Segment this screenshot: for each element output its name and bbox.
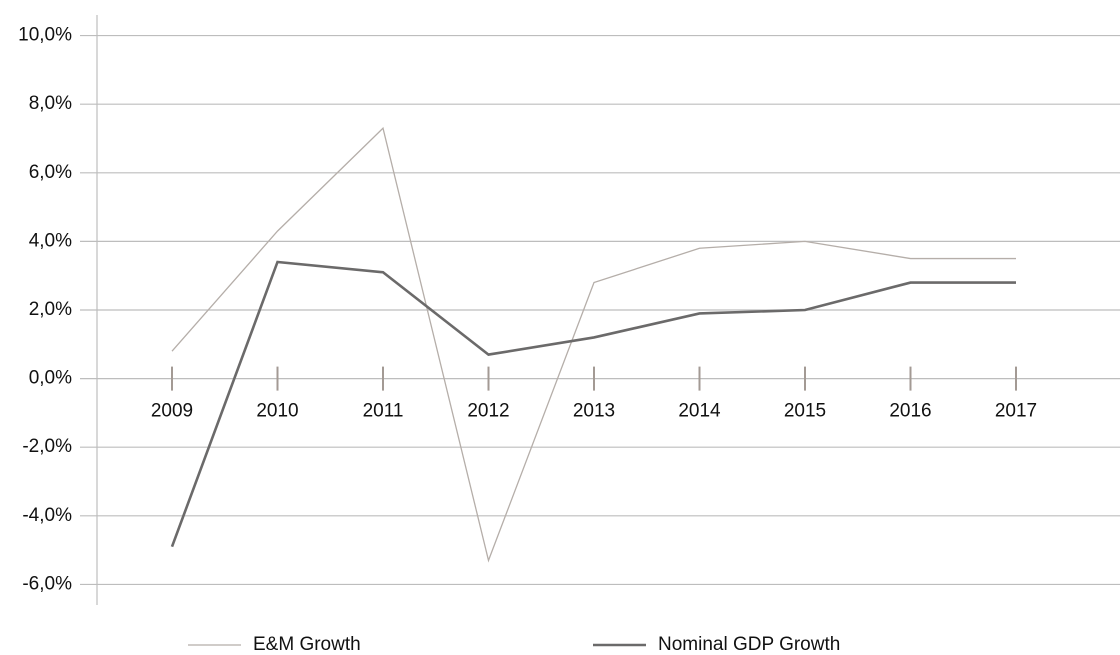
y-tick-label: 2,0% — [29, 299, 72, 320]
x-tick-label: 2009 — [151, 401, 193, 422]
x-tick-label: 2011 — [363, 401, 404, 422]
y-tick-label: -4,0% — [22, 505, 72, 526]
x-tick-label: 2013 — [573, 401, 615, 422]
y-tick-label: 8,0% — [29, 93, 72, 114]
x-tick-label: 2017 — [995, 401, 1037, 422]
x-tick-label: 2012 — [467, 401, 509, 422]
y-tick-label: 6,0% — [29, 162, 72, 183]
y-tick-label: 4,0% — [29, 230, 72, 251]
legend-label: Nominal GDP Growth — [658, 634, 840, 655]
x-tick-label: 2014 — [678, 401, 721, 422]
y-tick-label: 10,0% — [18, 25, 72, 46]
x-tick-label: 2016 — [889, 401, 931, 422]
legend-label: E&M Growth — [253, 634, 361, 655]
x-tick-label: 2010 — [256, 401, 298, 422]
y-tick-label: -6,0% — [22, 573, 72, 594]
y-tick-label: -2,0% — [22, 436, 72, 457]
line-series — [170, 260, 1016, 548]
line-series — [171, 126, 1016, 563]
x-tick-label: 2015 — [784, 401, 826, 422]
y-tick-label: 0,0% — [29, 368, 72, 389]
